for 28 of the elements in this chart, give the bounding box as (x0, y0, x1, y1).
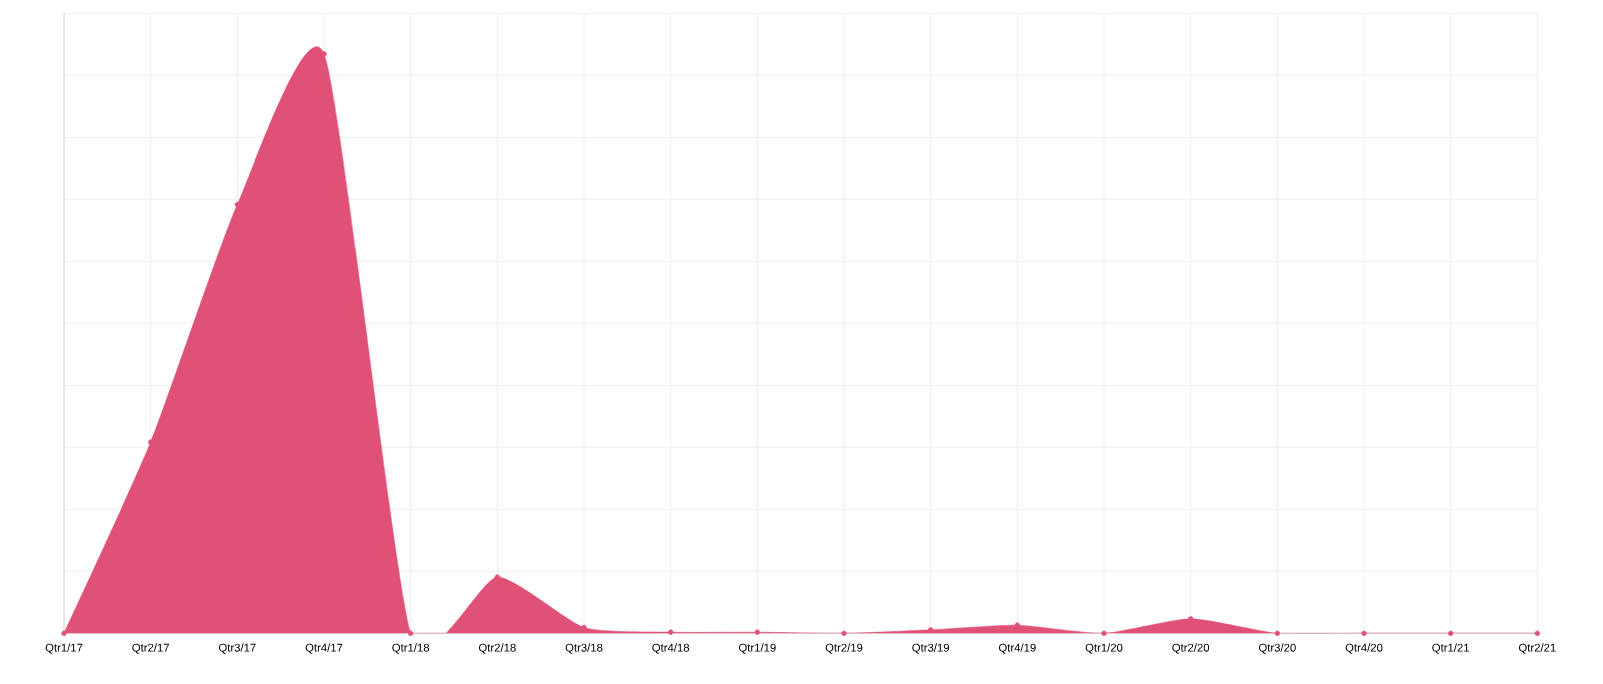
point (1274, 630, 1280, 636)
x-tick-label: Qtr1/20 (1085, 643, 1123, 654)
x-tick-label: Qtr1/17 (45, 643, 83, 654)
x-tick-label: Qtr3/18 (565, 643, 603, 654)
x-tick-label: Qtr2/19 (825, 643, 863, 654)
x-tick-label: Qtr2/21 (1518, 643, 1556, 654)
x-tick-label: Qtr3/17 (218, 643, 256, 654)
x-tick-label: Qtr2/17 (132, 643, 169, 654)
point (1534, 630, 1540, 636)
point (1447, 630, 1454, 636)
point (754, 629, 760, 635)
x-tick-label: Qtr1/21 (1432, 643, 1470, 654)
x-tick-label: Qtr1/19 (738, 643, 776, 654)
x-tick-label: Qtr3/20 (1258, 643, 1296, 654)
x-tick-label: Qtr2/20 (1172, 643, 1210, 654)
x-tick-label: Qtr3/19 (912, 643, 950, 654)
point (668, 629, 674, 635)
point (408, 630, 414, 636)
point (841, 630, 847, 636)
x-tick-label: Qtr4/17 (305, 643, 343, 654)
point (61, 630, 67, 636)
x-tick-label: Qtr4/20 (1345, 643, 1383, 654)
x-tick-label: Qtr2/18 (478, 643, 516, 654)
x-tick-label: Qtr1/18 (392, 643, 430, 654)
x-tick-label: Qtr4/19 (998, 643, 1036, 654)
x-tick-label: Qtr4/18 (652, 643, 690, 654)
point (1101, 630, 1107, 636)
point (1361, 630, 1367, 636)
